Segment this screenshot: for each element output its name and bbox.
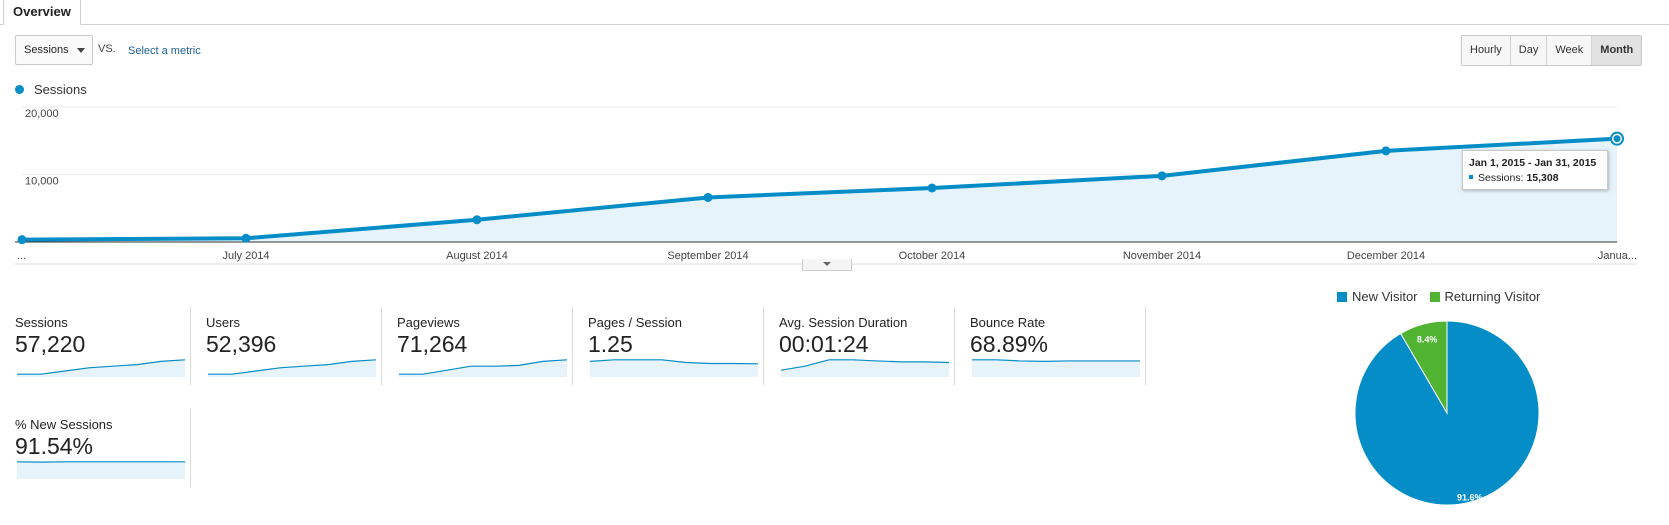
scorecard-avg-session-duration[interactable]: Avg. Session Duration 00:01:24 [764, 307, 955, 385]
pie-slice-label: 8.4% [1417, 334, 1438, 344]
data-point[interactable] [1157, 171, 1167, 181]
scorecard-sessions[interactable]: Sessions 57,220 [0, 307, 191, 385]
sparkline-line [17, 359, 185, 375]
data-point[interactable] [1381, 146, 1391, 156]
sparkline [590, 359, 758, 377]
sparkline-line [208, 359, 376, 375]
legend-swatch-icon [1337, 291, 1347, 302]
scorecard-value: 1.25 [588, 331, 633, 357]
x-tick-label: October 2014 [899, 250, 966, 262]
legend-swatch-icon [1429, 291, 1440, 302]
scorecard-value: 00:01:24 [779, 331, 869, 357]
scorecard-label: Sessions [15, 315, 68, 330]
chart-legend: Sessions [15, 82, 87, 97]
scorecard-bounce-rate[interactable]: Bounce Rate 68.89% [955, 307, 1146, 385]
scorecard-pages-per-session[interactable]: Pages / Session 1.25 [573, 307, 764, 385]
sparkline [17, 359, 185, 377]
scorecard-value: 91.54% [15, 433, 94, 459]
vs-label: VS. [98, 43, 116, 55]
scorecard-label: Bounce Rate [970, 315, 1046, 330]
x-tick-label: December 2014 [1347, 250, 1425, 262]
chart-resize-handle[interactable] [802, 259, 852, 271]
visitor-pie-chart[interactable]: 91.6% 8.4% [1354, 320, 1540, 506]
period-week-button[interactable]: Week [1547, 36, 1593, 65]
x-tick-label: September 2014 [667, 250, 748, 262]
series-area [22, 138, 1617, 242]
tab-bar: Overview [0, 0, 1669, 25]
x-tick-label: November 2014 [1123, 250, 1201, 262]
chevron-down-icon [77, 48, 85, 53]
sparkline [781, 359, 949, 377]
y-tick-label: 20,000 [25, 108, 59, 120]
x-tick-label: August 2014 [446, 250, 508, 262]
tab-overview[interactable]: Overview [3, 0, 81, 25]
scorecard-label: % New Sessions [15, 417, 113, 432]
sparkline [208, 359, 376, 377]
scorecard-value: 52,396 [206, 331, 277, 357]
sparkline [972, 359, 1140, 377]
sessions-line-chart[interactable]: 20,000 10,000... July 2014 August 2014 Septe… [0, 95, 1669, 265]
sparkline [17, 461, 185, 479]
period-day-button[interactable]: Day [1510, 36, 1548, 65]
sparkline-area [399, 359, 567, 377]
data-point[interactable] [17, 235, 27, 245]
pie-legend-label: New Visitor [1352, 289, 1418, 304]
scorecard-pageviews[interactable]: Pageviews 71,264 [382, 307, 573, 385]
sparkline-area [590, 359, 758, 377]
pie-slice-label: 91.6% [1457, 492, 1483, 502]
sparkline-line [972, 359, 1140, 363]
sparkline-line [399, 359, 567, 375]
period-month-button[interactable]: Month [1592, 36, 1642, 65]
tooltip-value: 15,308 [1526, 172, 1559, 184]
period-hourly-button[interactable]: Hourly [1462, 36, 1511, 65]
sparkline-line [781, 359, 949, 371]
data-point[interactable] [472, 215, 482, 225]
pie-legend-item-new-visitor[interactable]: New Visitor [1337, 289, 1418, 304]
period-toggle-group: Hourly Day Week Month [1461, 35, 1643, 66]
metric-select[interactable]: Sessions [15, 35, 93, 65]
pie-legend-label: Returning Visitor [1444, 289, 1541, 304]
sparkline-line [590, 359, 758, 365]
scorecard-label: Pageviews [397, 315, 460, 330]
metric-select-value: Sessions [24, 44, 69, 56]
pie-legend-item-returning-visitor[interactable]: Returning Visitor [1429, 289, 1541, 304]
legend-dot-icon [15, 85, 24, 95]
series-color-icon [1469, 175, 1473, 180]
pie-slice[interactable] [1354, 320, 1540, 506]
scorecard-label: Avg. Session Duration [779, 315, 908, 330]
y-tick-label: 10,000 [25, 176, 59, 188]
pie-legend: New Visitor Returning Visitor [1337, 289, 1540, 304]
x-tick-label: Janua... [1598, 250, 1637, 262]
chevron-down-icon [823, 262, 831, 266]
series-line [21, 136, 1618, 242]
sparkline-area [17, 461, 185, 479]
scorecard-value: 68.89% [970, 331, 1049, 357]
scorecard-label: Pages / Session [588, 315, 682, 330]
data-point[interactable] [927, 183, 937, 193]
scorecard-label: Users [206, 315, 240, 330]
legend-label: Sessions [34, 82, 87, 97]
x-tick-label: July 2014 [222, 250, 269, 262]
scorecard-value: 71,264 [397, 331, 468, 357]
scorecard-new-sessions[interactable]: % New Sessions 91.54% [0, 409, 191, 487]
pie-slice[interactable] [1399, 320, 1448, 415]
x-tick-label: ... [17, 250, 26, 262]
chart-tooltip: Jan 1, 2015 - Jan 31, 2015 Sessions: 15,… [1462, 150, 1608, 190]
data-point[interactable] [703, 192, 713, 202]
tooltip-metric: Sessions: [1478, 172, 1524, 184]
data-point[interactable] [241, 233, 251, 243]
select-metric-link[interactable]: Select a metric [128, 45, 201, 57]
tooltip-title: Jan 1, 2015 - Jan 31, 2015 [1469, 157, 1597, 169]
scorecard-value: 57,220 [15, 331, 86, 357]
sparkline [399, 359, 567, 377]
sparkline-area [972, 359, 1140, 377]
data-point-highlighted-core [1613, 135, 1621, 143]
scorecard-users[interactable]: Users 52,396 [191, 307, 382, 385]
sparkline-area [781, 359, 949, 377]
